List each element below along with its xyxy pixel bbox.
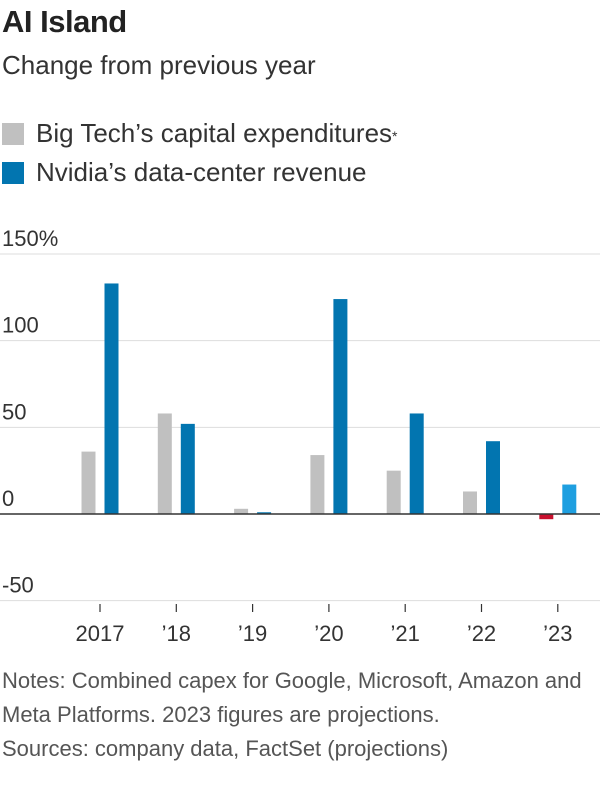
chart-subtitle: Change from previous year xyxy=(2,50,316,80)
x-tick-label: ’22 xyxy=(467,621,496,646)
chart-title: AI Island xyxy=(2,4,127,39)
y-tick-label: 150% xyxy=(2,226,58,251)
legend-footnote-marker: * xyxy=(392,127,398,144)
legend-swatch-nvidia xyxy=(2,161,24,184)
legend: Big Tech’s capital expenditures * Nvidia… xyxy=(2,114,398,192)
bar-capex xyxy=(157,413,172,514)
legend-label-capex: Big Tech’s capital expenditures xyxy=(36,118,393,148)
bar-capex xyxy=(539,514,554,520)
y-tick-label: -50 xyxy=(2,573,34,598)
legend-item-capex: Big Tech’s capital expenditures * xyxy=(2,114,398,153)
bar-nvidia xyxy=(180,423,195,514)
bar-capex xyxy=(463,491,477,514)
bar-nvidia xyxy=(104,283,119,514)
legend-item-nvidia: Nvidia’s data-center revenue xyxy=(2,153,398,192)
x-tick-label: ’21 xyxy=(391,621,420,646)
y-tick-label: 0 xyxy=(2,486,14,511)
y-tick-label: 100 xyxy=(2,313,39,338)
bar-chart: 150% 100 50 0 -50 2017 ’18 ’19 ’20 ’21 ’22 ’23 xyxy=(0,226,600,646)
bar-capex xyxy=(81,451,96,514)
bar-nvidia xyxy=(333,299,348,514)
legend-label-nvidia: Nvidia’s data-center revenue xyxy=(36,157,367,187)
x-tick-label: ’23 xyxy=(543,621,572,646)
x-tick-label: 2017 xyxy=(76,621,125,646)
bar-nvidia xyxy=(562,484,577,514)
y-tick-label: 50 xyxy=(2,399,26,424)
bar-capex xyxy=(234,508,249,514)
legend-swatch-capex xyxy=(2,122,24,145)
bar-nvidia xyxy=(257,512,272,514)
bar-capex xyxy=(386,470,401,514)
x-tick-label: ’18 xyxy=(162,621,191,646)
bar-nvidia xyxy=(409,413,424,514)
x-tick-label: ’20 xyxy=(314,621,343,646)
bar-capex xyxy=(310,455,325,514)
notes: Notes: Combined capex for Google, Micros… xyxy=(2,664,592,766)
bar-nvidia xyxy=(486,441,500,514)
notes-text: Notes: Combined capex for Google, Micros… xyxy=(2,668,582,727)
x-tick-label: ’19 xyxy=(238,621,267,646)
sources-text: Sources: company data, FactSet (projecti… xyxy=(2,736,449,761)
